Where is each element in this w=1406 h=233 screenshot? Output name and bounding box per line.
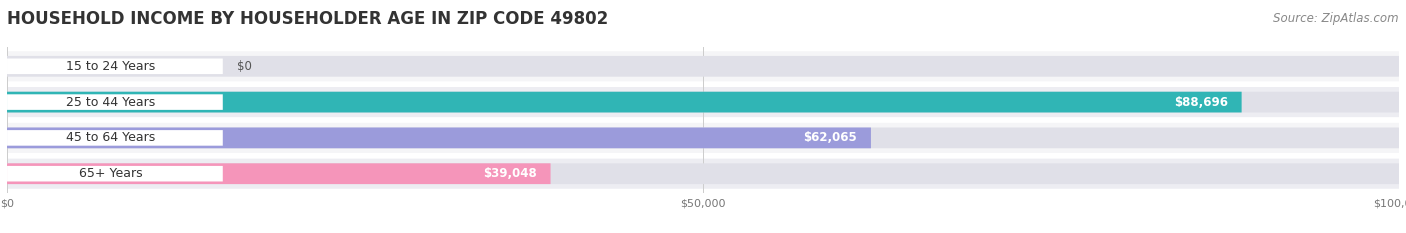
FancyBboxPatch shape (7, 166, 222, 182)
FancyBboxPatch shape (7, 123, 1399, 153)
Text: $0: $0 (236, 60, 252, 73)
FancyBboxPatch shape (7, 92, 1399, 113)
Text: $88,696: $88,696 (1174, 96, 1227, 109)
Text: HOUSEHOLD INCOME BY HOUSEHOLDER AGE IN ZIP CODE 49802: HOUSEHOLD INCOME BY HOUSEHOLDER AGE IN Z… (7, 10, 609, 27)
FancyBboxPatch shape (7, 159, 1399, 189)
FancyBboxPatch shape (7, 58, 222, 74)
FancyBboxPatch shape (7, 94, 222, 110)
Text: $39,048: $39,048 (482, 167, 537, 180)
FancyBboxPatch shape (7, 163, 551, 184)
FancyBboxPatch shape (7, 163, 1399, 184)
Text: $62,065: $62,065 (803, 131, 858, 144)
Text: 25 to 44 Years: 25 to 44 Years (66, 96, 155, 109)
Text: 65+ Years: 65+ Years (79, 167, 142, 180)
FancyBboxPatch shape (7, 56, 1399, 77)
Text: Source: ZipAtlas.com: Source: ZipAtlas.com (1274, 12, 1399, 25)
FancyBboxPatch shape (7, 127, 1399, 148)
Text: 45 to 64 Years: 45 to 64 Years (66, 131, 155, 144)
FancyBboxPatch shape (7, 87, 1399, 117)
FancyBboxPatch shape (7, 130, 222, 146)
FancyBboxPatch shape (7, 92, 1241, 113)
FancyBboxPatch shape (7, 51, 1399, 81)
Text: 15 to 24 Years: 15 to 24 Years (66, 60, 155, 73)
FancyBboxPatch shape (7, 127, 870, 148)
